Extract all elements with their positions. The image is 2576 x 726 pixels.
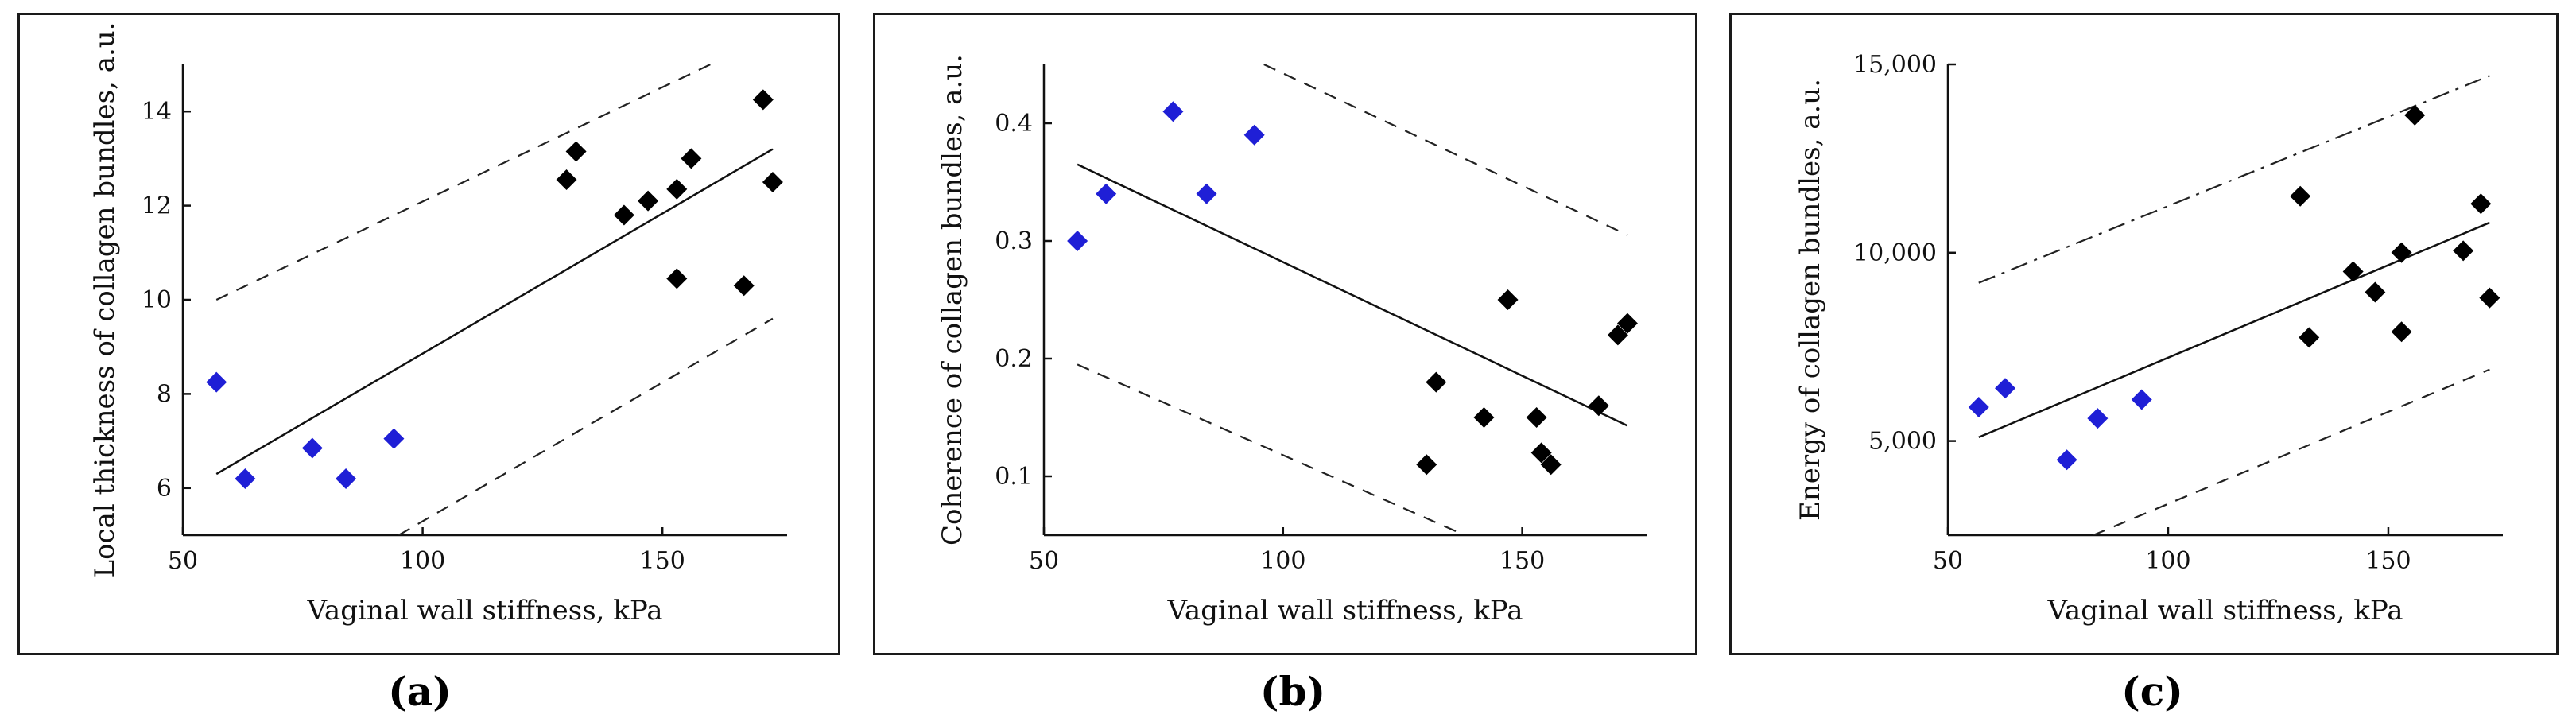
data-point-blue-c bbox=[1968, 396, 1989, 417]
y-tick-label-c: 10,000 bbox=[1853, 239, 1937, 267]
fit-line-b bbox=[1077, 163, 1628, 427]
data-point-black-a bbox=[638, 190, 659, 212]
x-tick-label-b: 100 bbox=[1260, 547, 1305, 575]
data-point-black-c bbox=[2404, 104, 2426, 126]
data-point-black-b bbox=[1540, 454, 1562, 476]
y-tick-label-a: 14 bbox=[142, 98, 172, 126]
x-axis-title-c: Vaginal wall stiffness, kPa bbox=[2046, 595, 2403, 627]
x-axis-title-a: Vaginal wall stiffness, kPa bbox=[306, 595, 662, 627]
y-tick-label-a: 6 bbox=[157, 475, 172, 503]
chart-panel-a: 50 100 150 6 8 10 12 14 Vaginal wall stiffness, … bbox=[17, 13, 840, 655]
x-tick-label-a: 50 bbox=[168, 547, 198, 575]
x-tick-label-c: 100 bbox=[2145, 547, 2190, 575]
data-point-black-b bbox=[1607, 324, 1628, 346]
data-point-black-b bbox=[1526, 407, 1547, 428]
y-tick-label-c: 15,000 bbox=[1853, 51, 1937, 79]
y-tick-label-b: 0.4 bbox=[995, 110, 1033, 138]
x-tick-label-a: 150 bbox=[640, 547, 685, 575]
data-point-black-c bbox=[2342, 261, 2364, 282]
chart-b: 50 100 150 0.1 0.2 0.3 0.4 Vaginal wall stiffne… bbox=[937, 54, 1647, 627]
data-point-black-c bbox=[2365, 281, 2386, 303]
data-point-blue-b bbox=[1162, 101, 1184, 122]
data-point-blue-c bbox=[2087, 408, 2109, 429]
x-tick-label-c: 50 bbox=[1933, 547, 1963, 575]
data-point-black-a bbox=[762, 172, 783, 192]
y-axis-title-a: Local thickness of collagen bundles, a.u… bbox=[89, 22, 121, 578]
chart-c: 50 100 150 5,000 10,000 15,000 Vaginal wall st… bbox=[1794, 51, 2503, 627]
data-point-black-a bbox=[613, 204, 634, 226]
lower-band-a bbox=[398, 317, 774, 535]
data-point-blue-b bbox=[1067, 231, 1088, 251]
data-point-blue-a bbox=[301, 437, 323, 459]
data-point-black-c bbox=[2453, 240, 2474, 262]
lower-band-c bbox=[2093, 368, 2490, 535]
upper-band-a bbox=[215, 64, 711, 301]
panel-label-c: (c) bbox=[2121, 668, 2183, 715]
data-point-black-b bbox=[1530, 442, 1552, 464]
data-point-blue-b bbox=[1196, 183, 1217, 204]
data-point-black-c bbox=[2391, 242, 2412, 263]
data-point-black-c bbox=[2299, 327, 2320, 348]
x-tick-label-c: 150 bbox=[2365, 547, 2411, 575]
data-point-blue-c bbox=[2131, 389, 2152, 410]
data-point-black-c bbox=[2391, 321, 2412, 343]
y-tick-label-a: 12 bbox=[142, 192, 172, 220]
panel-label-b: (b) bbox=[1259, 668, 1326, 715]
chart-a: 50 100 150 6 8 10 12 14 Vaginal wall stiffness, … bbox=[89, 22, 787, 627]
y-tick-label-c: 5,000 bbox=[1868, 428, 1937, 456]
data-point-black-c bbox=[2470, 193, 2492, 215]
y-axis-title-b: Coherence of collagen bundles, a.u. bbox=[937, 54, 968, 545]
data-point-black-a bbox=[681, 148, 702, 169]
x-tick-label-b: 150 bbox=[1499, 547, 1545, 575]
x-tick-label-a: 100 bbox=[400, 547, 445, 575]
fit-line-a bbox=[215, 148, 774, 476]
chart-panel-b: 50 100 150 0.1 0.2 0.3 0.4 Vaginal wall stiffne… bbox=[873, 13, 1697, 655]
data-point-black-b bbox=[1497, 289, 1519, 310]
chart-panel-c: 50 100 150 5,000 10,000 15,000 Vaginal wall st… bbox=[1729, 13, 2559, 655]
data-point-black-a bbox=[565, 141, 587, 162]
y-tick-label-b: 0.2 bbox=[995, 345, 1033, 373]
data-point-blue-a bbox=[336, 468, 357, 489]
y-tick-label-a: 10 bbox=[142, 286, 172, 314]
panel-label-a: (a) bbox=[388, 668, 452, 715]
data-point-black-c bbox=[2479, 287, 2500, 309]
y-tick-label-b: 0.1 bbox=[995, 463, 1033, 491]
data-point-blue-a bbox=[206, 371, 227, 393]
data-point-blue-c bbox=[1995, 378, 2016, 399]
y-tick-label-b: 0.3 bbox=[995, 227, 1033, 255]
x-tick-label-b: 50 bbox=[1029, 547, 1059, 575]
y-tick-label-a: 8 bbox=[157, 380, 172, 408]
data-point-blue-b bbox=[1243, 124, 1265, 146]
lower-band-b bbox=[1077, 363, 1465, 535]
data-point-black-a bbox=[666, 268, 688, 289]
fit-line-c bbox=[1978, 221, 2490, 439]
data-point-black-a bbox=[556, 169, 577, 191]
y-axis-title-c: Energy of collagen bundles, a.u. bbox=[1794, 79, 1826, 521]
upper-band-b bbox=[1263, 64, 1628, 236]
x-axis-title-b: Vaginal wall stiffness, kPa bbox=[1166, 595, 1523, 627]
data-point-black-b bbox=[1588, 395, 1609, 417]
data-point-black-b bbox=[1416, 454, 1437, 476]
data-point-blue-a bbox=[235, 468, 256, 489]
upper-band-c bbox=[1978, 75, 2490, 284]
data-point-blue-a bbox=[383, 428, 405, 449]
data-point-black-b bbox=[1426, 371, 1447, 393]
data-point-black-a bbox=[752, 89, 774, 111]
data-point-black-b bbox=[1473, 407, 1495, 428]
data-point-black-a bbox=[733, 275, 755, 297]
data-point-black-a bbox=[666, 178, 688, 200]
data-point-blue-c bbox=[2056, 449, 2077, 471]
data-point-black-c bbox=[2290, 185, 2311, 207]
data-point-blue-b bbox=[1096, 183, 1117, 204]
data-point-black-b bbox=[1616, 313, 1638, 334]
